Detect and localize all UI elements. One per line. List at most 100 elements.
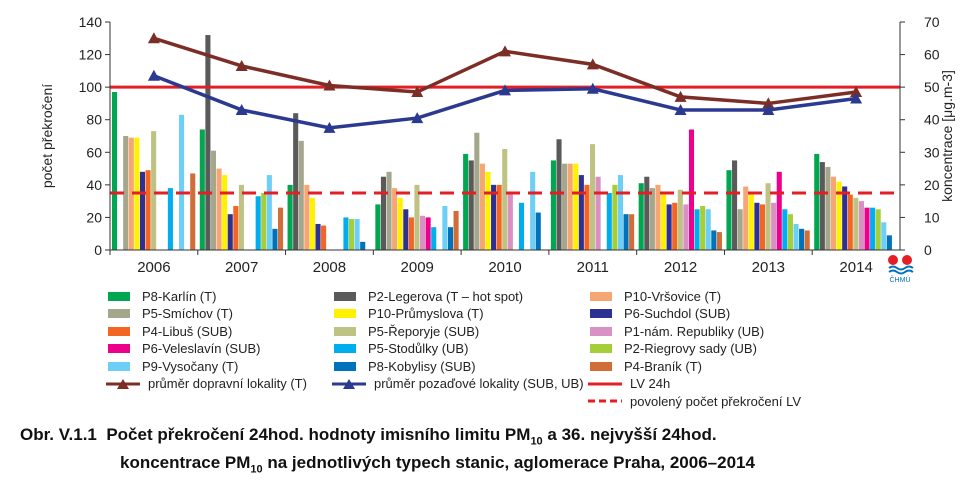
bar [814, 153, 820, 250]
legend-swatch [108, 361, 130, 371]
bar [617, 175, 623, 250]
bar [765, 183, 771, 250]
bar [677, 189, 683, 250]
legend-label: P6-Veleslavín (SUB) [142, 341, 261, 356]
legend-item: P5-Stodůlky (UB) [334, 341, 468, 357]
figure-caption: Obr. V.1.1 Počet překročení 24hod. hodno… [20, 424, 960, 481]
bar [272, 228, 278, 250]
y-tick-label: 100 [79, 79, 103, 95]
bar [623, 214, 629, 250]
average-marker [674, 103, 687, 115]
bar [479, 163, 485, 250]
caption-sub-1: 10 [530, 435, 543, 448]
caption-sub-2: 10 [250, 463, 263, 476]
x-tick-label: 2008 [313, 259, 346, 276]
bar [700, 206, 706, 250]
bar [112, 92, 118, 251]
bar [799, 228, 805, 250]
bar [309, 197, 315, 250]
y-right-tick-label: 30 [924, 144, 940, 160]
average-marker [411, 112, 424, 124]
bar [672, 202, 678, 250]
legend-label: P5-Stodůlky (UB) [368, 341, 469, 356]
x-tick-label: 2009 [401, 259, 434, 276]
legend-label: P9-Vysočany (T) [142, 358, 239, 374]
y-tick-label: 0 [94, 242, 102, 258]
bar [315, 223, 321, 250]
bar [266, 175, 272, 250]
legend-label: LV 24h [630, 376, 671, 391]
bar [151, 131, 157, 250]
bar [380, 176, 387, 250]
average-marker [586, 58, 599, 70]
legend-item: povolený počet překročení LV [586, 393, 801, 409]
bar [128, 137, 134, 250]
bar [737, 209, 743, 250]
average-marker [674, 90, 687, 102]
caption-prefix: Obr. V.1.1 [20, 425, 97, 444]
bar [759, 204, 766, 250]
bar [612, 184, 618, 250]
average-marker [235, 103, 248, 115]
average-marker [147, 69, 160, 81]
legend-swatch [334, 361, 356, 371]
legend-item: P9-Vysočany (T) [108, 358, 238, 374]
bar [530, 171, 536, 250]
bar [255, 196, 261, 250]
bar [556, 139, 562, 250]
legend-label: P5-Smíchov (T) [142, 306, 234, 321]
bar [139, 171, 146, 250]
legend-item: průměr dopravní lokality (T) [104, 376, 307, 392]
y-tick-label: 140 [79, 14, 103, 30]
legend-item: P4-Braník (T) [590, 358, 702, 374]
bar [629, 214, 635, 250]
bar [743, 186, 749, 250]
bar [485, 171, 491, 250]
bar [123, 136, 129, 250]
bar [468, 160, 474, 250]
bar [732, 160, 738, 250]
bar [705, 209, 711, 250]
x-tick-label: 2011 [577, 259, 609, 276]
bar [771, 202, 777, 250]
average-marker [499, 45, 511, 57]
bar [638, 183, 644, 250]
bar [825, 166, 831, 250]
bar [210, 150, 217, 250]
legend-item: průměr pozaďové lokality (SUB, UB) [330, 376, 584, 392]
legend-swatch [590, 326, 612, 336]
bar [227, 214, 233, 250]
bar [293, 113, 299, 250]
legend-swatch [108, 291, 130, 301]
caption-text-1a: Počet překročení 24hod. hodnoty imisního… [106, 425, 531, 444]
bar [864, 207, 870, 250]
legend-line-swatch [106, 378, 140, 389]
bar [392, 188, 398, 250]
legend-item: P2-Riegrovy sady (UB) [590, 341, 757, 357]
x-tick-label: 2010 [488, 259, 521, 276]
legend-line-swatch [588, 382, 622, 385]
bar [606, 193, 612, 250]
bar [870, 207, 876, 250]
bar [442, 206, 448, 250]
bar [754, 202, 760, 250]
y-right-tick-label: 20 [924, 177, 940, 193]
legend-item: P4-Libuš (SUB) [108, 323, 232, 339]
y-tick-label: 40 [86, 177, 102, 193]
bar [277, 207, 284, 250]
average-marker [586, 82, 599, 94]
legend-item: P6-Veleslavín (SUB) [108, 341, 261, 357]
bar [776, 171, 782, 250]
bar [644, 176, 650, 250]
caption-text-2b: na jednotlivých typech stanic, aglomerac… [262, 453, 755, 473]
bar [453, 210, 459, 250]
legend-swatch [590, 361, 612, 371]
legend-label: P10-Vršovice (T) [624, 288, 722, 304]
y-right-tick-label: 10 [924, 209, 940, 225]
bar [562, 163, 568, 250]
bar [386, 171, 392, 250]
bar [875, 209, 881, 250]
legend-label: P2-Riegrovy sady (UB) [624, 341, 757, 356]
average-marker [411, 86, 424, 98]
